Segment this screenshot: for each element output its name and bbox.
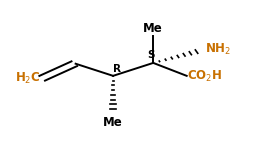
Text: H$_2$C: H$_2$C [15, 71, 40, 86]
Text: NH$_2$: NH$_2$ [204, 42, 230, 57]
Text: R: R [113, 64, 121, 74]
Text: Me: Me [143, 22, 163, 36]
Text: S: S [147, 50, 155, 60]
Text: Me: Me [103, 116, 123, 129]
Text: CO$_2$H: CO$_2$H [187, 69, 222, 84]
